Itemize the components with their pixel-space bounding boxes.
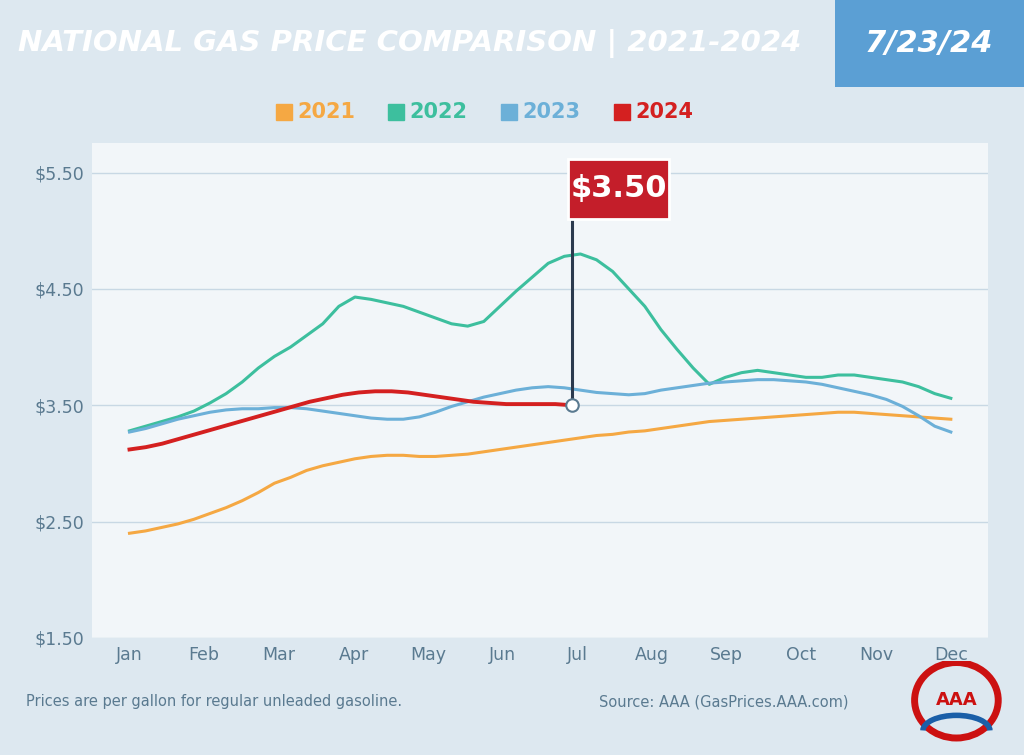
Text: 7/23/24: 7/23/24	[865, 29, 993, 58]
Bar	[835, 0, 1024, 87]
Text: 2021: 2021	[297, 103, 355, 122]
Text: 2023: 2023	[522, 103, 581, 122]
FancyBboxPatch shape	[568, 159, 669, 219]
Text: 2022: 2022	[410, 103, 468, 122]
Text: AAA: AAA	[936, 692, 977, 709]
Text: NATIONAL GAS PRICE COMPARISON | 2021-2024: NATIONAL GAS PRICE COMPARISON | 2021-202…	[18, 29, 802, 58]
Text: Prices are per gallon for regular unleaded gasoline.: Prices are per gallon for regular unlead…	[26, 695, 401, 710]
Text: Source: AAA (GasPrices.AAA.com): Source: AAA (GasPrices.AAA.com)	[599, 695, 849, 710]
Text: 2024: 2024	[635, 103, 693, 122]
Text: $3.50: $3.50	[570, 174, 667, 203]
